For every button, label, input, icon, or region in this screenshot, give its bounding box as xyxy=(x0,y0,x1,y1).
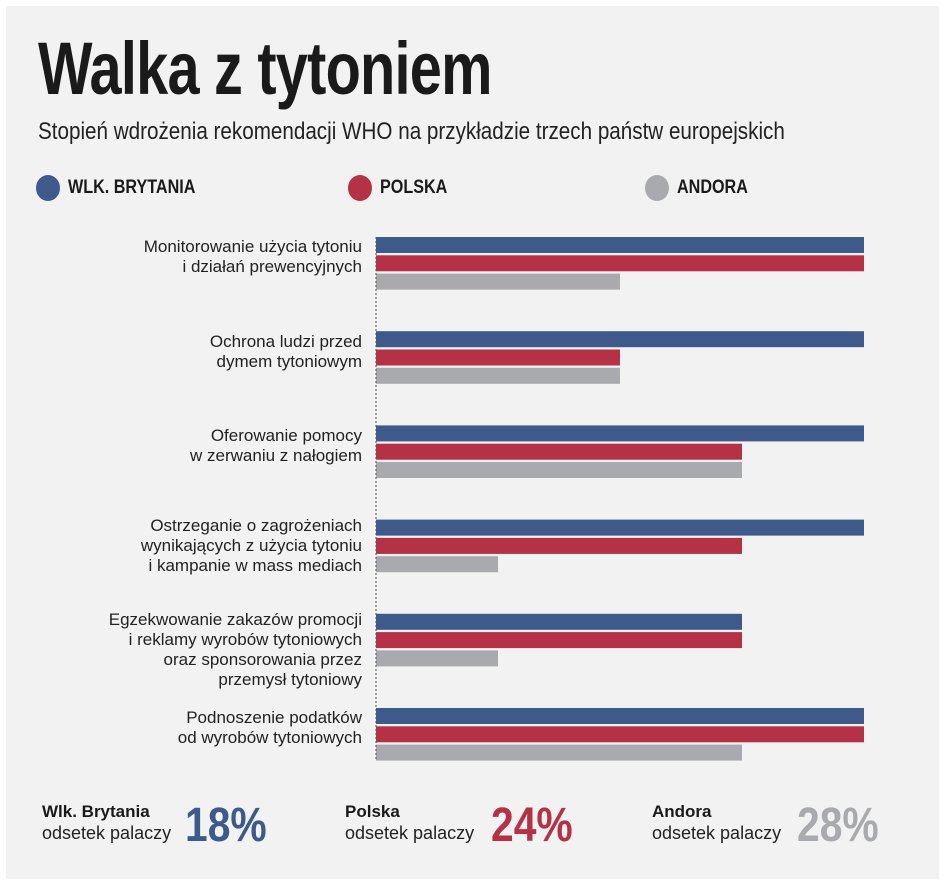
legend-item-poland: POLSKA xyxy=(348,175,459,201)
subtitle: Stopień wdrożenia rekomendacji WHO na pr… xyxy=(38,118,785,145)
bar-uk xyxy=(376,331,864,348)
bar-poland xyxy=(376,726,864,743)
bar-andorra xyxy=(376,367,620,384)
bar-uk xyxy=(376,425,864,442)
legend-dot-icon xyxy=(36,175,60,201)
category-label: Ostrzeganie o zagrożeniach wynikających … xyxy=(140,515,362,575)
page-title: Walka z tytoniem xyxy=(38,27,492,110)
bar-andorra xyxy=(376,650,498,667)
bar-poland xyxy=(376,537,742,554)
stat-country: Polska xyxy=(345,802,400,821)
bar-andorra xyxy=(376,462,742,478)
legend-item-andorra: ANDORA xyxy=(645,175,760,201)
bar-uk xyxy=(376,519,864,536)
bar-poland xyxy=(376,632,742,649)
bar-poland xyxy=(376,443,742,460)
legend-label: WLK. BRYTANIA xyxy=(68,177,196,198)
stat-country: Andora xyxy=(652,802,712,821)
category-label: Ochrona ludzi przed dymem tytoniowym xyxy=(209,331,362,371)
stat-country: Wlk. Brytania xyxy=(42,802,150,821)
bar-uk xyxy=(376,613,742,630)
bar-andorra xyxy=(376,744,742,761)
legend-dot-icon xyxy=(645,175,669,201)
legend-dot-icon xyxy=(348,175,372,201)
category-label: Egzekwowanie zakazów promocji i reklamy … xyxy=(108,610,362,690)
stat-value: 24% xyxy=(491,799,573,852)
bar-poland xyxy=(376,349,620,366)
category-label: Oferowanie pomocy w zerwaniu z nałogiem xyxy=(190,425,362,465)
bar-andorra xyxy=(376,556,498,573)
bar-andorra xyxy=(376,273,620,290)
bar-poland xyxy=(376,255,864,272)
bar-uk xyxy=(376,708,864,724)
category-label: Podnoszenie podatków od wyrobów tytoniow… xyxy=(177,708,362,748)
legend-label: ANDORA xyxy=(677,177,748,198)
stat-value: 18% xyxy=(185,799,267,852)
category-label: Monitorowanie użycia tytoniu i działań p… xyxy=(143,237,362,277)
stat-label: odsetek palaczy xyxy=(345,823,475,843)
bar-uk xyxy=(376,237,864,253)
stat-label: odsetek palaczy xyxy=(42,823,172,843)
legend-item-uk: WLK. BRYTANIA xyxy=(36,175,218,201)
legend-label: POLSKA xyxy=(380,177,448,198)
stat-value: 28% xyxy=(797,799,879,852)
stat-label: odsetek palaczy xyxy=(652,823,782,843)
